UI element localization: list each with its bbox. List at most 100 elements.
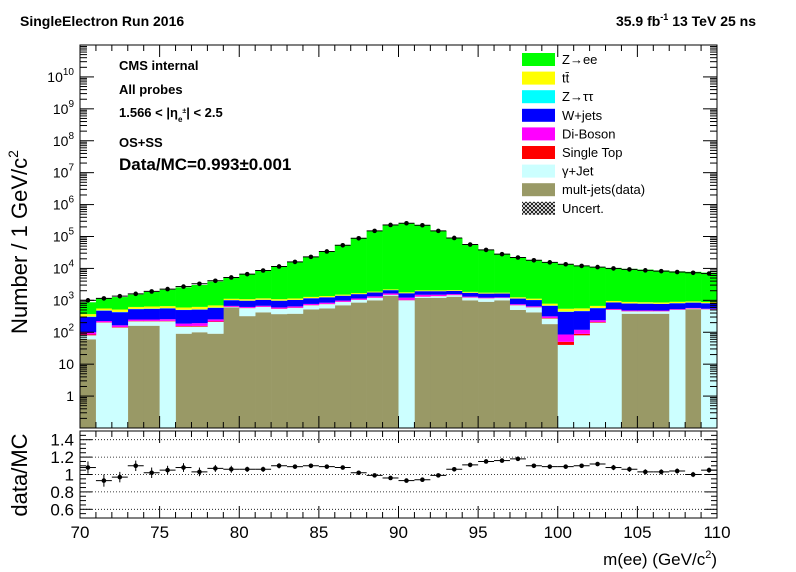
bar-segment bbox=[127, 309, 144, 320]
data-point bbox=[228, 275, 234, 280]
bar-segment bbox=[382, 289, 399, 291]
bar-segment bbox=[191, 323, 208, 326]
legend-swatch bbox=[522, 53, 555, 66]
bar-segment bbox=[127, 321, 144, 326]
bar-segment bbox=[653, 311, 670, 314]
ratio-point bbox=[276, 463, 282, 469]
ratio-y-tick-label: 0.6 bbox=[50, 500, 74, 519]
bar-segment bbox=[239, 274, 256, 300]
data-point bbox=[499, 251, 505, 257]
y-tick-label: 108 bbox=[53, 131, 75, 149]
ratio-point bbox=[436, 473, 441, 478]
bar-segment bbox=[685, 271, 702, 302]
bar-segment bbox=[159, 289, 176, 307]
bar-segment bbox=[589, 308, 606, 321]
bar-segment bbox=[398, 223, 415, 293]
bar-segment bbox=[366, 230, 383, 292]
ratio-point bbox=[228, 466, 234, 472]
ratio-data-points bbox=[80, 456, 717, 487]
bar-segment bbox=[80, 335, 97, 340]
bar-segment bbox=[111, 325, 129, 328]
bar-segment bbox=[589, 267, 606, 306]
bar-segment bbox=[239, 299, 256, 301]
ratio-point bbox=[260, 466, 266, 472]
bar-segment bbox=[239, 300, 256, 307]
bar-segment bbox=[605, 302, 622, 309]
data-mc-ratio-label: Data/MC=0.993±0.001 bbox=[119, 155, 291, 174]
legend-label: Uncert. bbox=[562, 201, 604, 216]
bar-segment bbox=[255, 306, 272, 313]
data-point bbox=[451, 235, 457, 241]
bar-segment bbox=[271, 308, 288, 315]
ratio-point bbox=[674, 468, 680, 474]
bar-segment bbox=[80, 302, 97, 315]
bar-segment bbox=[271, 300, 288, 308]
bar-segment bbox=[287, 306, 304, 308]
bar-segment bbox=[414, 225, 431, 291]
bar-segment bbox=[223, 305, 240, 307]
bar-segment bbox=[191, 326, 208, 333]
bar-segment bbox=[541, 324, 559, 428]
bar-segment bbox=[366, 291, 383, 293]
eta-cut-label: 1.566 < |ηe±| < 2.5 bbox=[119, 105, 223, 124]
bar-segment bbox=[127, 319, 144, 321]
bar-segment bbox=[669, 271, 686, 302]
bar-segment bbox=[525, 300, 543, 307]
bar-segment bbox=[621, 303, 638, 311]
bar-segment bbox=[334, 301, 352, 306]
bar-segment bbox=[318, 296, 336, 298]
bar-segment bbox=[350, 293, 367, 295]
bar-segment bbox=[605, 309, 622, 428]
bar-segment bbox=[143, 306, 160, 309]
bar-segment bbox=[573, 311, 590, 330]
legend-swatch bbox=[522, 71, 555, 85]
legend-swatch bbox=[522, 164, 555, 178]
bar-segment bbox=[207, 307, 224, 320]
bar-segment bbox=[95, 308, 113, 311]
data-point bbox=[181, 284, 186, 289]
data-point bbox=[197, 281, 202, 287]
series-2 bbox=[80, 294, 718, 345]
bar-segment bbox=[334, 294, 352, 296]
ratio-point bbox=[531, 463, 537, 469]
bar-segment bbox=[621, 268, 638, 302]
bar-segment bbox=[302, 257, 320, 297]
bar-segment bbox=[207, 319, 224, 322]
bar-segment bbox=[287, 313, 304, 428]
bar-segment bbox=[557, 264, 574, 309]
bar-segment bbox=[541, 317, 559, 319]
data-point bbox=[213, 278, 218, 284]
bar-segment bbox=[127, 325, 144, 428]
x-tick-label: 105 bbox=[623, 523, 651, 542]
bar-segment bbox=[478, 293, 495, 298]
bar-segment bbox=[143, 308, 160, 320]
bar-segment bbox=[478, 301, 495, 428]
data-point bbox=[706, 271, 712, 276]
legend-swatch bbox=[522, 127, 555, 141]
bar-segment bbox=[382, 293, 399, 295]
main-data-points bbox=[80, 220, 717, 303]
bar-segment bbox=[382, 294, 399, 296]
bar-segment bbox=[80, 317, 97, 333]
data-point bbox=[563, 261, 569, 267]
main-y-axis: 1 10 102 103 104 105 106 107 108 109 1010 bbox=[47, 45, 717, 429]
ratio-point bbox=[579, 463, 584, 469]
bar-segment bbox=[414, 294, 431, 297]
bar-segment bbox=[446, 290, 463, 295]
bar-segment bbox=[302, 305, 320, 310]
bar-segment bbox=[557, 308, 574, 312]
bar-segment bbox=[255, 298, 272, 300]
bar-segment bbox=[382, 295, 399, 428]
legend-entry: Z→ee bbox=[522, 52, 597, 67]
bar-segment bbox=[175, 323, 192, 326]
x-tick-label: 70 bbox=[71, 523, 90, 542]
ratio-point bbox=[117, 474, 123, 480]
data-point bbox=[165, 286, 170, 292]
data-point bbox=[101, 296, 107, 301]
bar-segment bbox=[271, 266, 288, 300]
data-point bbox=[515, 255, 521, 260]
data-point bbox=[547, 260, 553, 265]
data-point bbox=[483, 247, 489, 253]
bar-segment bbox=[255, 299, 272, 306]
data-point bbox=[658, 268, 664, 274]
